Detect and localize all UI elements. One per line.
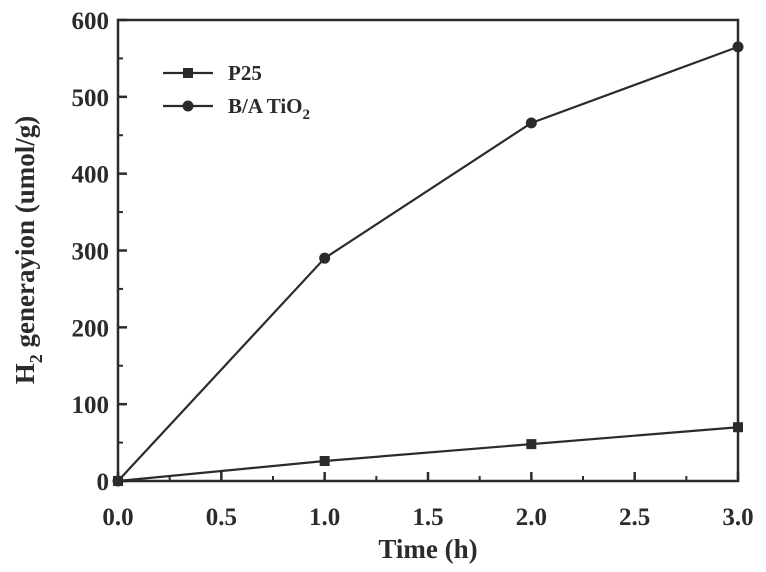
axes: 0.0 0.5 1.0 1.5 2.0 2.5 3.0 0 100 200 300 400 500 600: [72, 8, 754, 531]
data-point-circle: [183, 101, 194, 112]
legend-label-subscript: 2: [303, 107, 311, 123]
series-layer: [113, 41, 744, 486]
x-tick-label: 2.0: [516, 504, 547, 531]
y-axis-title: H2 generayion (umol/g): [10, 116, 46, 385]
plot-frame: [118, 20, 738, 481]
x-tick-label: 3.0: [722, 504, 753, 531]
series-circle: [113, 41, 744, 486]
data-point-square: [183, 68, 193, 78]
legend-label-main: P25: [228, 61, 262, 85]
y-axis-title-rest: generayion (umol/g): [10, 116, 40, 354]
data-point-circle: [733, 41, 744, 52]
series-line: [118, 47, 738, 481]
legend-item: P25: [163, 61, 262, 85]
data-point-square: [733, 422, 743, 432]
y-tick-label: 500: [72, 85, 110, 112]
x-tick-label: 0.5: [206, 504, 237, 531]
legend-label: B/A TiO2: [228, 94, 310, 123]
y-axis-title-subscript: 2: [26, 354, 46, 363]
y-tick-label: 100: [72, 392, 110, 419]
line-chart: 0.0 0.5 1.0 1.5 2.0 2.5 3.0 0 100 200 300 400 500 600…: [0, 0, 766, 572]
y-tick-label: 300: [72, 239, 110, 266]
legend-item: B/A TiO2: [163, 94, 310, 123]
data-point-square: [320, 456, 330, 466]
legend-label: P25: [228, 61, 262, 85]
x-tick-label: 0.0: [102, 504, 133, 531]
data-point-square: [526, 439, 536, 449]
y-axis-title-main: H: [10, 363, 40, 384]
x-axis-title: Time (h): [378, 534, 477, 564]
y-tick-label: 600: [72, 8, 110, 35]
y-tick-label: 0: [97, 469, 110, 496]
data-point-circle: [319, 253, 330, 264]
x-tick-label: 1.5: [412, 504, 443, 531]
data-point-circle: [526, 117, 537, 128]
y-tick-label: 400: [72, 162, 110, 189]
legend: P25 B/A TiO2: [163, 61, 310, 123]
x-tick-label: 1.0: [309, 504, 340, 531]
data-point-circle: [113, 476, 124, 487]
y-tick-label: 200: [72, 315, 110, 342]
x-tick-label: 2.5: [619, 504, 650, 531]
legend-label-main: B/A TiO: [228, 94, 303, 118]
